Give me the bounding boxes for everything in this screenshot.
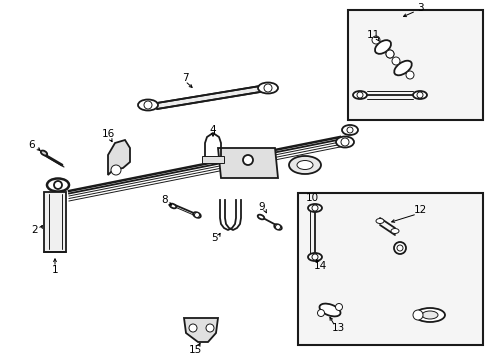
Polygon shape (183, 318, 218, 342)
Ellipse shape (319, 303, 340, 316)
Text: 12: 12 (412, 205, 426, 215)
Circle shape (54, 181, 62, 189)
Ellipse shape (335, 136, 353, 148)
Circle shape (111, 165, 121, 175)
Text: 5: 5 (211, 233, 218, 243)
Ellipse shape (393, 61, 411, 75)
Circle shape (396, 245, 402, 251)
Ellipse shape (390, 229, 398, 234)
Ellipse shape (412, 91, 426, 99)
Bar (347, 10, 482, 120)
Ellipse shape (296, 161, 312, 170)
Circle shape (264, 84, 271, 92)
Text: 8: 8 (162, 195, 168, 205)
Circle shape (340, 138, 348, 146)
Ellipse shape (352, 91, 366, 99)
Ellipse shape (41, 150, 47, 156)
Circle shape (311, 254, 317, 260)
Ellipse shape (47, 179, 69, 192)
Ellipse shape (421, 311, 437, 319)
Ellipse shape (169, 204, 176, 208)
Circle shape (346, 127, 352, 133)
Ellipse shape (258, 82, 278, 94)
Circle shape (385, 50, 393, 58)
Text: 2: 2 (32, 225, 38, 235)
Circle shape (412, 310, 422, 320)
Ellipse shape (341, 125, 357, 135)
Circle shape (243, 155, 252, 165)
Ellipse shape (288, 156, 320, 174)
Text: 7: 7 (182, 73, 188, 83)
Circle shape (194, 212, 199, 217)
Ellipse shape (307, 204, 321, 212)
Circle shape (275, 225, 280, 230)
Bar (44, 192, 66, 252)
Text: 6: 6 (29, 140, 35, 150)
Text: 14: 14 (313, 261, 326, 271)
Text: 15: 15 (188, 345, 201, 355)
Circle shape (311, 205, 317, 211)
Text: 9: 9 (258, 202, 265, 212)
Text: 13: 13 (331, 323, 344, 333)
Bar (202, 156, 224, 163)
Circle shape (393, 242, 405, 254)
Text: 3: 3 (416, 3, 423, 13)
Circle shape (416, 92, 422, 98)
Circle shape (189, 324, 197, 332)
Ellipse shape (414, 308, 444, 322)
Ellipse shape (374, 40, 390, 54)
Ellipse shape (257, 215, 264, 219)
Ellipse shape (375, 219, 383, 224)
Circle shape (317, 310, 324, 316)
Polygon shape (108, 140, 130, 175)
Circle shape (335, 303, 342, 310)
Circle shape (205, 324, 214, 332)
Circle shape (143, 101, 152, 109)
Ellipse shape (138, 99, 158, 111)
Text: 1: 1 (52, 265, 58, 275)
Ellipse shape (193, 212, 201, 218)
Ellipse shape (307, 253, 321, 261)
Circle shape (385, 50, 393, 58)
Text: 10: 10 (305, 193, 318, 203)
Circle shape (391, 57, 399, 65)
Circle shape (371, 36, 379, 44)
Bar (297, 193, 482, 345)
Text: 11: 11 (366, 30, 379, 40)
Circle shape (405, 71, 413, 79)
Polygon shape (218, 148, 278, 178)
Text: 16: 16 (101, 129, 114, 139)
Text: 4: 4 (209, 125, 216, 135)
Circle shape (356, 92, 362, 98)
Ellipse shape (274, 224, 281, 230)
